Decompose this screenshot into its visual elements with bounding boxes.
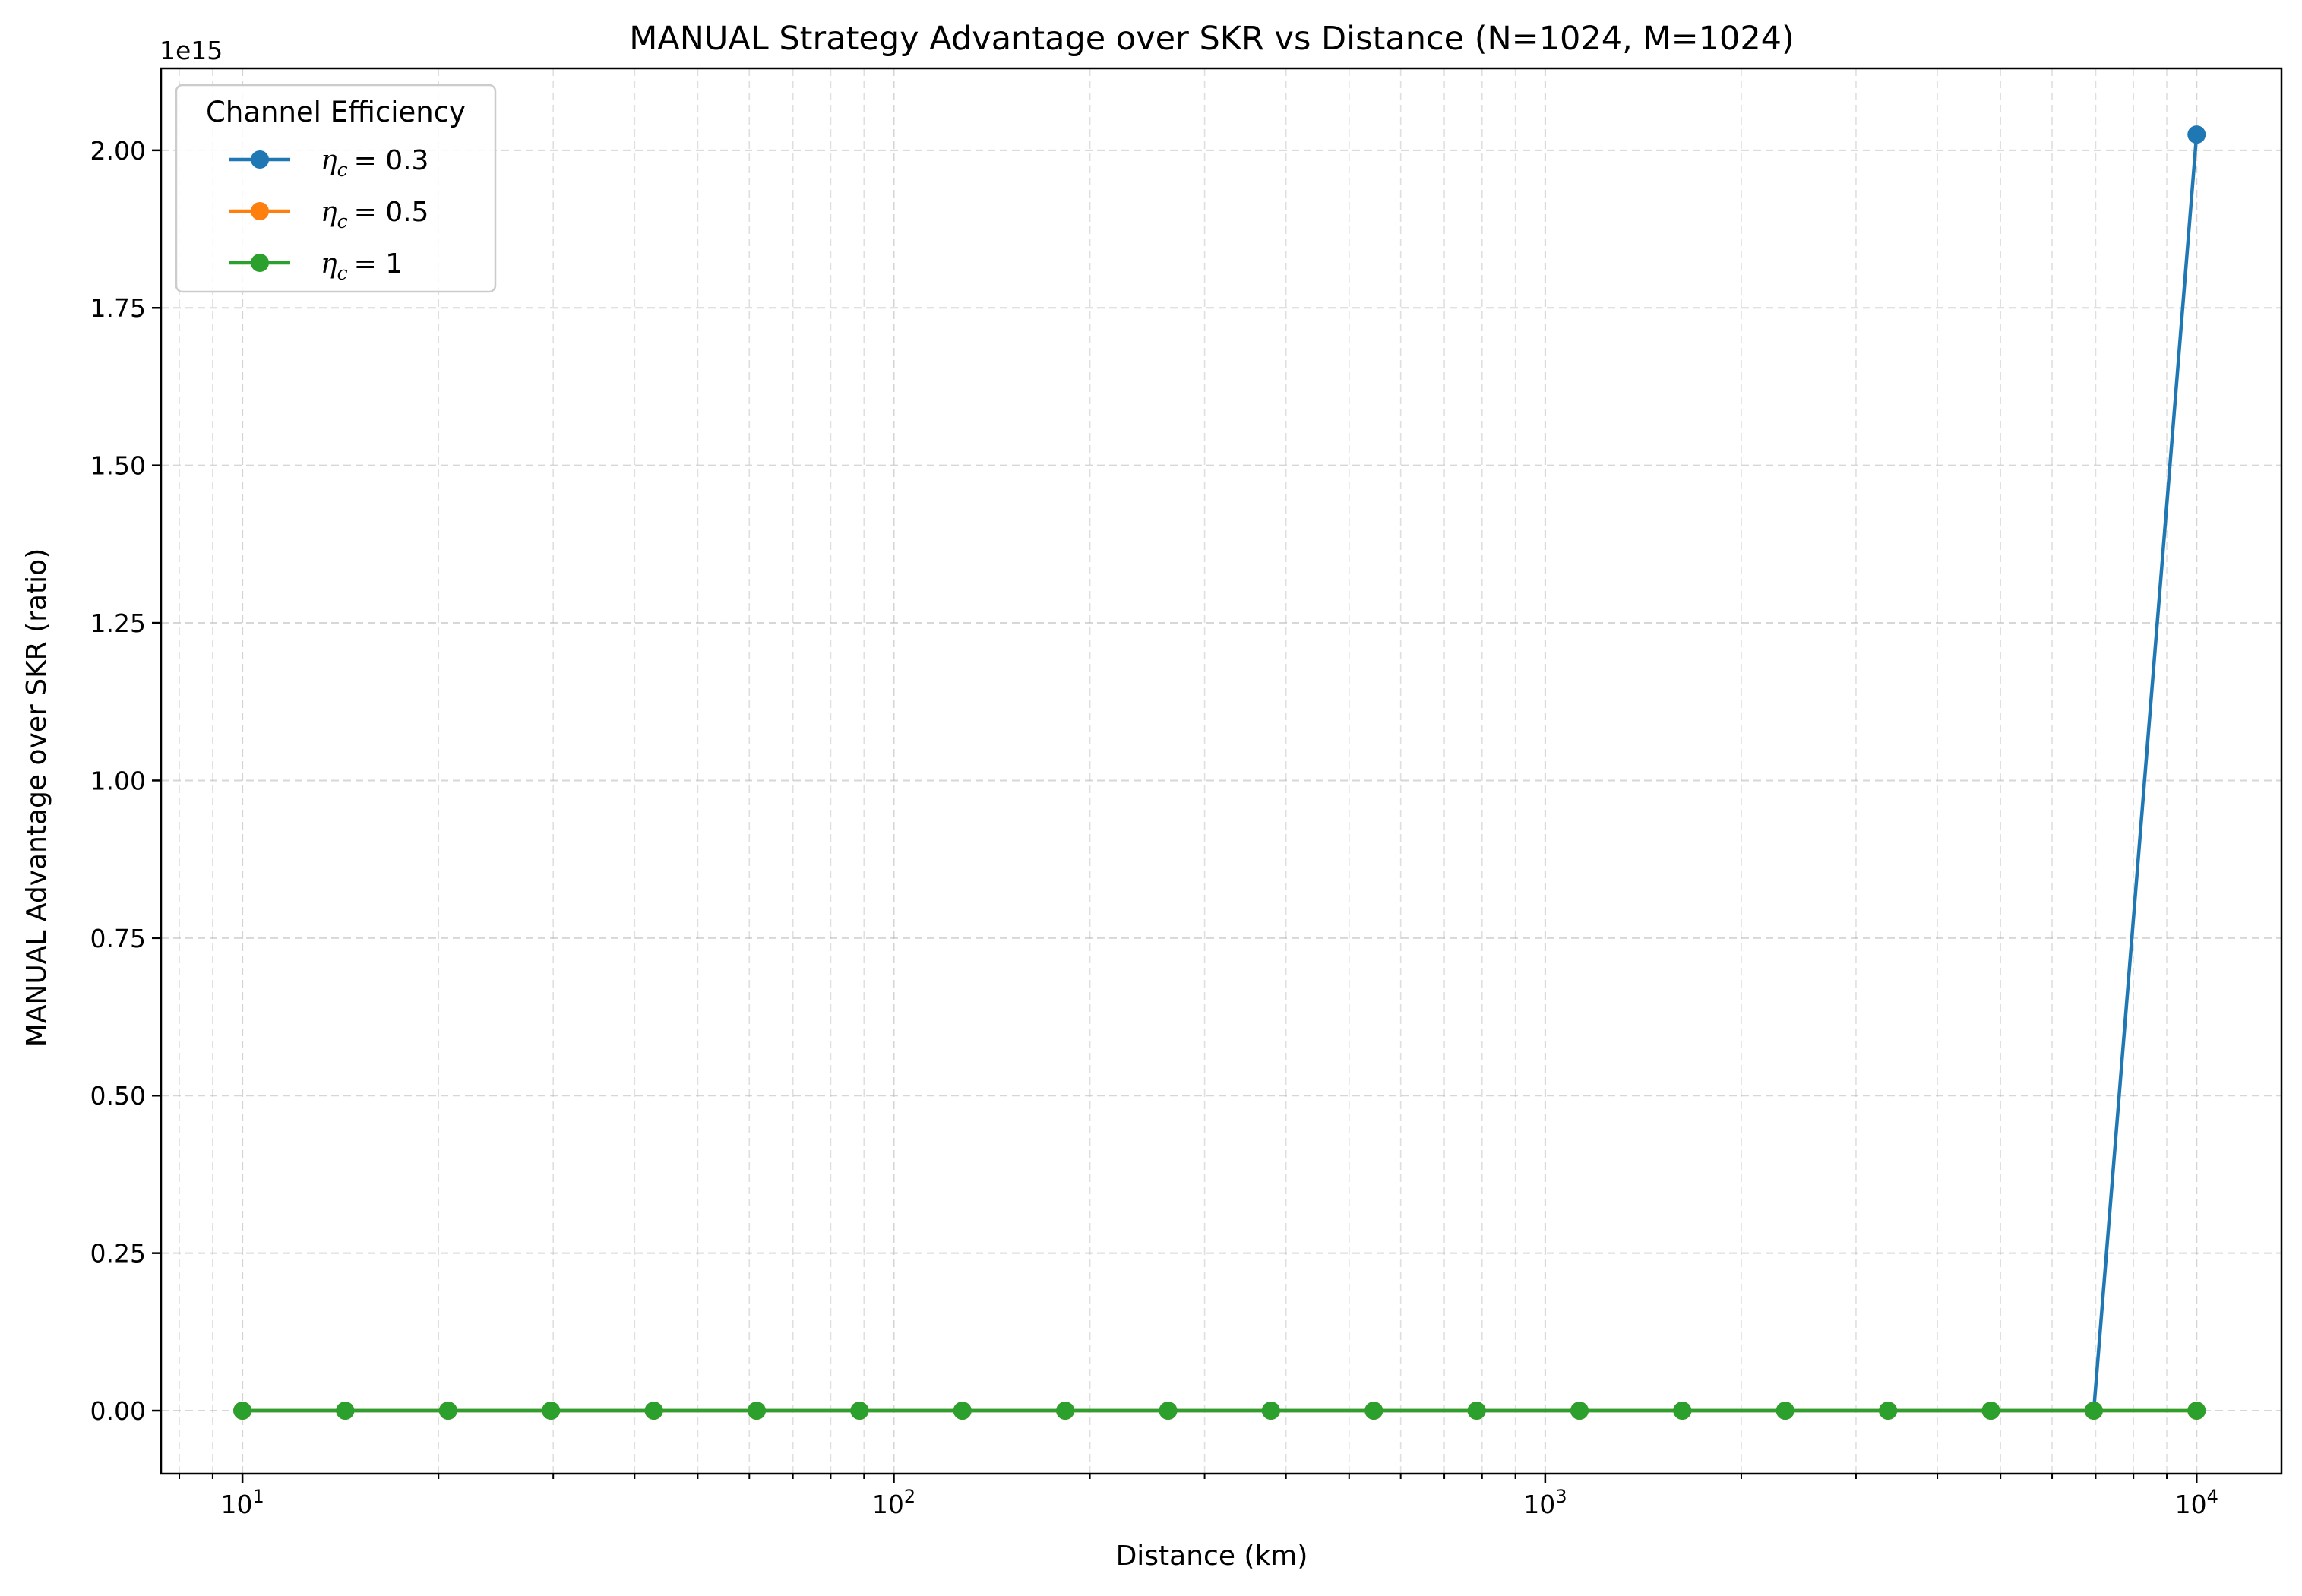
grid	[161, 68, 2281, 1474]
x-axis-label: Distance (km)	[1116, 1541, 1308, 1572]
data-point-series-3	[336, 1402, 355, 1421]
data-point-series-3	[644, 1402, 663, 1421]
data-point-series-3	[542, 1402, 561, 1421]
legend-label-3: ηc = 1	[321, 248, 403, 284]
legend: Channel Efficiency ηc = 0.3 ηc = 0.5 ηc = 1	[175, 84, 497, 293]
legend-marker-1	[251, 150, 269, 169]
data-point-series-1	[2187, 125, 2206, 144]
y-tick-label: 0.25	[90, 1239, 146, 1269]
y-tick-label: 0.75	[90, 924, 146, 953]
data-point-series-3	[1159, 1402, 1178, 1421]
data-point-series-3	[1467, 1402, 1486, 1421]
x-tick-label: 102	[872, 1486, 915, 1519]
x-tick-label: 103	[1523, 1486, 1567, 1519]
data-point-series-3	[1879, 1402, 1898, 1421]
y-tick-label: 1.75	[90, 293, 146, 323]
axes: 0.00 0.25 0.50 0.75 1.00 1.25 1.50 1.75 2.00 101 1…	[90, 136, 2218, 1519]
plot-frame	[160, 67, 2283, 1475]
data-point-series-3	[747, 1402, 766, 1421]
data-point-series-3	[953, 1402, 972, 1421]
y-tick-label: 1.25	[90, 608, 146, 638]
legend-label-2: ηc = 0.5	[321, 197, 428, 232]
legend-marker-3	[251, 254, 269, 272]
y-tick-label: 0.00	[90, 1396, 146, 1426]
legend-marker-2	[251, 202, 269, 220]
legend-title: Channel Efficiency	[206, 96, 466, 128]
data-point-series-3	[438, 1402, 457, 1421]
y-tick-label: 0.50	[90, 1081, 146, 1111]
data-point-series-3	[1673, 1402, 1692, 1421]
y-tick-label: 1.50	[90, 451, 146, 481]
data-point-series-3	[1364, 1402, 1383, 1421]
data-point-series-3	[2187, 1402, 2206, 1421]
data-point-series-3	[1981, 1402, 2000, 1421]
legend-box	[175, 84, 497, 293]
y-tick-label: 2.00	[90, 136, 146, 166]
x-tick-label: 104	[2175, 1486, 2218, 1519]
legend-label-1: ηc = 0.3	[321, 145, 428, 181]
data-point-series-3	[1056, 1402, 1075, 1421]
data-point-series-3	[850, 1402, 869, 1421]
y-axis-label: MANUAL Advantage over SKR (ratio)	[21, 548, 52, 1047]
chart-title: MANUAL Strategy Advantage over SKR vs Di…	[629, 20, 1794, 58]
x-tick-label: 101	[220, 1486, 264, 1519]
y-tick-label: 1.00	[90, 766, 146, 795]
series-layer	[233, 125, 2206, 1421]
y-axis-offset-label: 1e15	[160, 36, 223, 65]
data-point-series-3	[1261, 1402, 1280, 1421]
data-point-series-3	[1570, 1402, 1589, 1421]
data-point-series-3	[1776, 1402, 1794, 1421]
data-point-series-3	[233, 1402, 252, 1421]
data-point-series-3	[2084, 1402, 2103, 1421]
